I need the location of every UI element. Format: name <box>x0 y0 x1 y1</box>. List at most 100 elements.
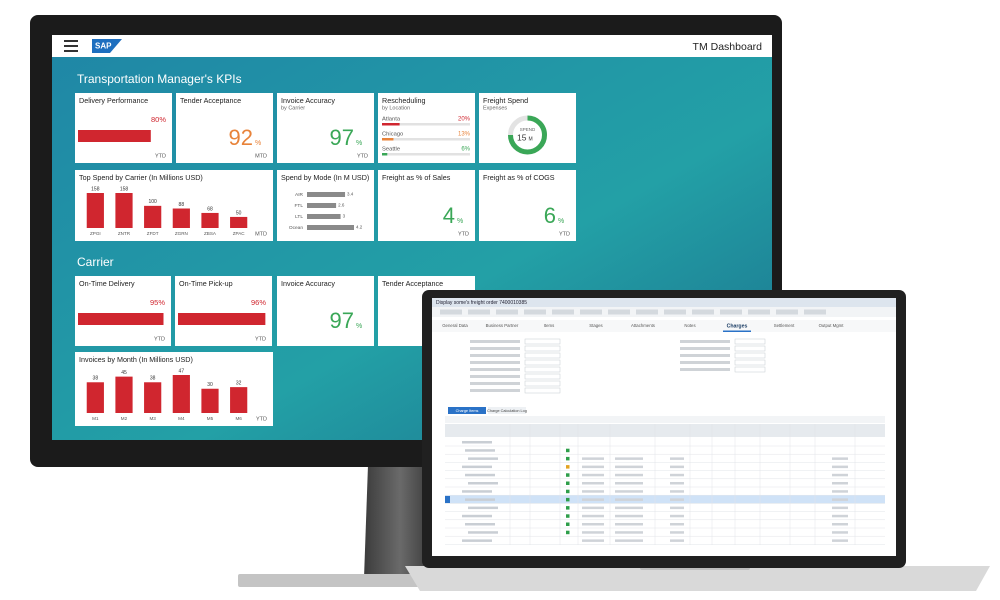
toolbar-button[interactable] <box>636 309 658 315</box>
kpi-value: 4 <box>443 203 455 228</box>
cell <box>615 539 643 542</box>
tab[interactable]: Attachments <box>631 323 655 328</box>
menu-button[interactable] <box>64 40 78 52</box>
tile-title: On-Time Delivery <box>79 279 135 288</box>
bar-category: ZFDT <box>147 231 159 236</box>
subtab[interactable] <box>488 407 526 414</box>
tile-card <box>176 93 273 163</box>
bar-category: ZBSA <box>204 231 217 236</box>
cell <box>462 465 492 469</box>
toolbar-button[interactable] <box>524 309 546 315</box>
form-field <box>524 352 561 359</box>
tile[interactable]: On-Time Delivery YTD 95% <box>75 276 171 346</box>
tile-title: On-Time Pick-up <box>179 279 233 288</box>
kpi-unit: % <box>558 218 564 225</box>
tab[interactable]: Notes <box>684 323 695 328</box>
toolbar-button[interactable] <box>608 309 630 315</box>
tab[interactable]: Business Partner <box>486 323 519 328</box>
row-bar <box>382 123 400 126</box>
status-icon <box>566 481 570 485</box>
toolbar-button[interactable] <box>692 309 714 315</box>
status-icon <box>566 465 570 469</box>
cell <box>468 457 498 460</box>
row-label: Seattle <box>382 147 400 153</box>
tile-title: Tender Acceptance <box>180 96 241 105</box>
tab[interactable]: Items <box>544 323 555 328</box>
toolbar-button[interactable] <box>776 309 798 315</box>
form-field <box>734 338 766 345</box>
tile[interactable]: Invoice Accuracy 97% <box>277 276 374 346</box>
tab[interactable]: Output Mgmt <box>819 323 845 328</box>
cell <box>670 531 684 534</box>
tab[interactable]: Stages <box>589 323 602 328</box>
toolbar-button[interactable] <box>664 309 686 315</box>
tile-title: Freight as % of COGS <box>483 173 555 182</box>
bar <box>86 193 104 228</box>
cell <box>615 523 643 526</box>
cell <box>670 482 684 485</box>
form-label <box>680 361 730 364</box>
gauge-value: 15 <box>517 132 527 142</box>
tab[interactable]: Settlement <box>774 323 795 328</box>
subtab-label[interactable]: Charge Items <box>456 409 479 413</box>
form-label <box>680 368 730 371</box>
toolbar-button[interactable] <box>720 309 742 315</box>
bar-category: ZNTR <box>118 231 131 236</box>
tile[interactable]: Top Spend by Carrier (In Millions USD) MT… <box>75 170 273 241</box>
tab[interactable]: Charges <box>727 323 748 329</box>
toolbar-button[interactable] <box>496 309 518 315</box>
kpi-bar <box>78 130 151 142</box>
cell <box>582 531 604 534</box>
form-label <box>470 361 520 364</box>
tile-footer: YTD <box>255 336 266 342</box>
tile[interactable]: Delivery Performance YTD 80% <box>75 93 172 163</box>
tile-footer: YTD <box>357 153 368 159</box>
tile[interactable]: On-Time Pick-up YTD 96% <box>175 276 272 346</box>
cell <box>465 498 495 501</box>
subtab-label[interactable]: Charge Calculation Log <box>487 409 527 413</box>
hbar <box>307 192 346 197</box>
toolbar-button[interactable] <box>748 309 770 315</box>
cell <box>670 498 684 501</box>
tile-footer: YTD <box>154 336 165 342</box>
form-label <box>680 347 730 350</box>
toolbar-button[interactable] <box>580 309 602 315</box>
cell <box>832 482 848 485</box>
cell <box>615 465 643 469</box>
tile-subtitle: by Location <box>382 105 410 111</box>
toolbar-button[interactable] <box>468 309 490 315</box>
form-field <box>734 345 766 352</box>
cell <box>832 465 848 469</box>
toolbar-button[interactable] <box>804 309 826 315</box>
cell <box>468 482 498 485</box>
hbar-label: 2.6 <box>338 203 345 208</box>
tile[interactable]: Spend by Mode (In M USD) AIR 3.4 FTL 2.6 LTL 3… <box>277 170 374 241</box>
tile-title: Freight as % of Sales <box>382 173 451 182</box>
cell <box>582 465 604 469</box>
form-field <box>524 373 561 380</box>
toolbar-button[interactable] <box>552 309 574 315</box>
kpi-unit: % <box>356 323 362 330</box>
status-icon <box>566 456 570 461</box>
form-label <box>470 368 520 371</box>
selected-row <box>445 495 885 504</box>
kpi-value: 95% <box>150 298 165 307</box>
bar <box>172 208 190 228</box>
tab[interactable]: General Data <box>442 323 468 328</box>
cell <box>832 490 848 493</box>
toolbar-button[interactable] <box>440 309 462 315</box>
subtab[interactable] <box>448 407 486 414</box>
tile[interactable]: Invoices by Month (In Millions USD) YTD 38… <box>75 352 273 426</box>
bar-category: M3 <box>149 416 156 421</box>
bar <box>201 388 219 413</box>
bar-label: 38 <box>150 376 156 382</box>
cell <box>615 473 643 477</box>
bar-label: 47 <box>179 368 185 374</box>
